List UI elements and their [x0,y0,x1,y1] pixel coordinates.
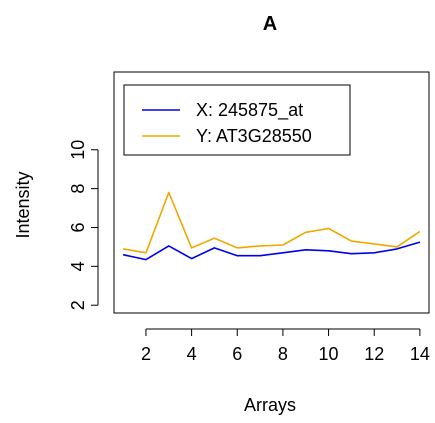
x-tick-label: 6 [232,344,242,364]
chart-title: A [263,13,277,35]
series-line-1 [122,241,421,261]
y-axis-title: Intensity [13,171,33,238]
legend-label-1: X: 245875_at [196,100,303,121]
legend: X: 245875_at Y: AT3G28550 [123,84,351,156]
series-layer [122,191,421,261]
y-tick-label: 4 [68,261,88,271]
y-tick-label: 2 [68,300,88,310]
plot-area [113,71,430,314]
x-axis: 2 4 6 8 10 12 14 [141,328,430,364]
series-line-2 [122,191,421,254]
legend-label-2: Y: AT3G28550 [196,126,312,146]
x-tick-label: 10 [319,344,339,364]
x-tick-label: 4 [187,344,197,364]
x-tick-label: 14 [410,344,430,364]
y-tick-label: 6 [68,222,88,232]
x-tick-label: 8 [278,344,288,364]
legend-box [123,84,351,156]
x-axis-title: Arrays [244,395,296,415]
y-tick-label: 8 [68,184,88,194]
y-axis: 2 4 6 8 10 [68,140,99,310]
y-tick-label: 10 [68,140,88,160]
x-tick-label: 12 [364,344,384,364]
x-tick-label: 2 [141,344,151,364]
plot-frame [113,71,430,314]
